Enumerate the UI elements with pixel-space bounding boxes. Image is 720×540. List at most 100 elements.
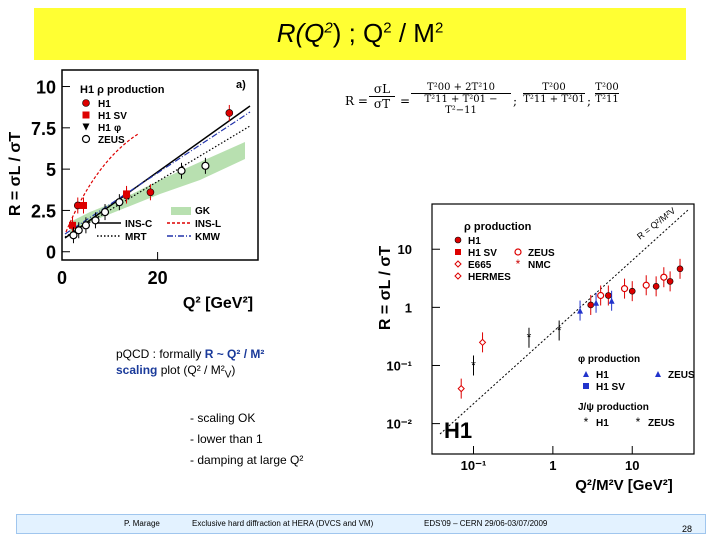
data-point: [676, 265, 684, 273]
right-x-axis-label: Q²/M²V [GeV²]: [575, 477, 673, 494]
left-model-label: GK: [195, 206, 211, 217]
footer-bar: [16, 514, 706, 534]
right-y-tick-label: 10: [398, 242, 412, 257]
left-legend-label: H1: [98, 123, 111, 134]
data-point: [666, 278, 674, 285]
legend-marker: [454, 260, 462, 268]
left-legend-label: H1: [98, 99, 111, 110]
left-y-tick-label: 5: [46, 160, 56, 180]
left-x-axis-label: Q² [GeV²]: [183, 295, 253, 312]
data-point: [628, 287, 636, 295]
data-point: [577, 307, 584, 314]
page-number: 28: [682, 524, 693, 534]
left-y-tick-label: 2.5: [31, 201, 56, 221]
right-y-tick-label: 10⁻¹: [386, 358, 412, 373]
phi-legend-title: φ production: [578, 354, 640, 365]
formula-frac1-num: σL: [373, 82, 391, 96]
legend-marker: [454, 236, 462, 244]
left-legend-title: H1 ρ production: [80, 84, 165, 96]
right-x-tick-label: 1: [549, 458, 556, 473]
data-point: [80, 201, 88, 209]
data-point: [593, 299, 600, 306]
legend-marker: [455, 249, 461, 255]
conclusion-item: - damping at large Q²: [190, 453, 304, 467]
right-legend-label: H1 SV: [468, 248, 497, 259]
left-model-label: KMW: [195, 232, 221, 243]
data-point: *: [557, 323, 562, 337]
legend-marker: [82, 123, 90, 131]
footer-talk: Exclusive hard diffraction at HERA (DVCS…: [192, 519, 374, 528]
right-x-tick-label: 10⁻¹: [461, 458, 487, 473]
right-legend-label: ZEUS: [668, 370, 695, 381]
data-point: [587, 301, 595, 309]
data-point: [597, 291, 605, 300]
formula-frac4-den: T²11: [595, 93, 619, 105]
right-plot-frame: [431, 203, 695, 455]
legend-line-sample: [171, 207, 191, 215]
footer-conference: EDS'09 – CERN 29/06-03/07/2009: [424, 519, 548, 528]
left-legend-label: ZEUS: [98, 135, 125, 146]
right-legend-label: H1: [468, 236, 481, 247]
data-point: [478, 338, 487, 347]
data-point: [177, 166, 186, 175]
data-point: [660, 273, 668, 281]
data-point: [100, 207, 110, 217]
legend-phi-label: φ: [114, 123, 121, 134]
data-point: [146, 188, 155, 197]
data-point: [642, 281, 650, 289]
right-legend-label: HERMES: [468, 272, 511, 283]
conclusion-list: - scaling OK - lower than 1 - damping at…: [190, 408, 303, 471]
ins-l-curve: [65, 133, 139, 233]
formula-frac2-num: T²00 + 2T²10: [427, 82, 495, 93]
right-legend-label: H1: [596, 418, 609, 429]
conclusion-item: - lower than 1: [190, 432, 263, 446]
formula-frac1-den: σT: [369, 96, 395, 111]
legend-marker: [583, 383, 589, 389]
pqcd-note: pQCD : formally R ~ Q² / M² scaling plot…: [116, 347, 265, 381]
left-plot-frame: [61, 69, 259, 261]
left-legend-label: H1 SV: [98, 111, 127, 122]
left-model-label: INS-C: [125, 219, 152, 230]
data-point: [74, 226, 83, 235]
data-point: [123, 190, 131, 198]
right-y-tick-label: 1: [405, 300, 412, 315]
left-x-tick-label: 0: [57, 268, 67, 288]
left-y-axis-label: R = σL / σT: [7, 132, 24, 217]
right-legend-label: ZEUS: [648, 418, 675, 429]
data-point: *: [527, 331, 532, 345]
formula-frac4-num: T²00: [595, 82, 619, 93]
formula-frac2-den: T²11 + T²01 − T²−11: [411, 93, 511, 116]
left-x-tick-label: 20: [148, 268, 168, 288]
right-y-axis-label: R = σL / σT: [377, 246, 394, 331]
data-point: [605, 292, 612, 299]
right-y-tick-label: 10⁻²: [386, 417, 412, 432]
right-legend-label: H1 SV: [596, 382, 625, 393]
right-legend-label: NMC: [528, 260, 551, 271]
data-point: [620, 285, 629, 293]
legend-marker: [655, 371, 661, 377]
data-point: [608, 297, 615, 304]
jpsi-legend-title: J/ψ production: [578, 402, 649, 413]
formula-frac3-num: T²00: [542, 82, 566, 93]
data-point: [69, 231, 78, 240]
conclusion-item: - scaling OK: [190, 411, 256, 425]
legend-marker: [81, 134, 91, 144]
r-formula: R = σL σT = T²00 + 2T²10 T²11 + T²01 − T…: [345, 82, 619, 116]
h1-logo: H1: [444, 418, 472, 443]
legend-marker: *: [636, 415, 641, 429]
left-y-tick-label: 0: [46, 243, 56, 263]
legend-marker: *: [516, 257, 521, 271]
data-point: [652, 283, 660, 290]
data-point: *: [471, 358, 476, 372]
right-x-tick-label: 10: [625, 458, 639, 473]
right-legend-label: ZEUS: [528, 248, 555, 259]
data-point: [69, 221, 77, 229]
formula-frac3-den: T²11 + T²01: [523, 93, 585, 105]
footer-author: P. Marage: [124, 519, 160, 528]
data-point: [115, 198, 124, 207]
data-point: [81, 221, 91, 230]
left-y-tick-label: 10: [36, 78, 56, 98]
kmw-curve: [64, 111, 251, 235]
left-y-tick-label: 7.5: [31, 119, 56, 139]
legend-marker: *: [584, 415, 589, 429]
